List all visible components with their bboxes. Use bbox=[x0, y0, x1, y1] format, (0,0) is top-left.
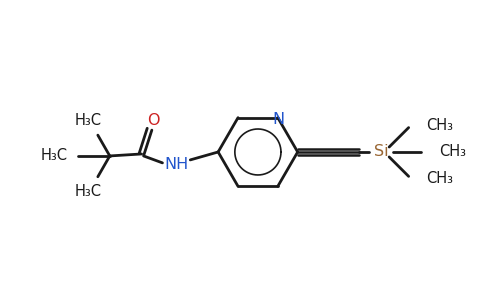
Text: NH: NH bbox=[164, 158, 188, 172]
Text: H₃C: H₃C bbox=[41, 148, 68, 164]
Text: O: O bbox=[147, 113, 160, 128]
Text: CH₃: CH₃ bbox=[426, 171, 454, 186]
Text: CH₃: CH₃ bbox=[426, 118, 454, 133]
Text: CH₃: CH₃ bbox=[439, 145, 466, 160]
Text: H₃C: H₃C bbox=[75, 184, 101, 199]
Text: H₃C: H₃C bbox=[75, 113, 101, 128]
Text: Si: Si bbox=[374, 145, 389, 160]
Text: N: N bbox=[272, 112, 285, 127]
